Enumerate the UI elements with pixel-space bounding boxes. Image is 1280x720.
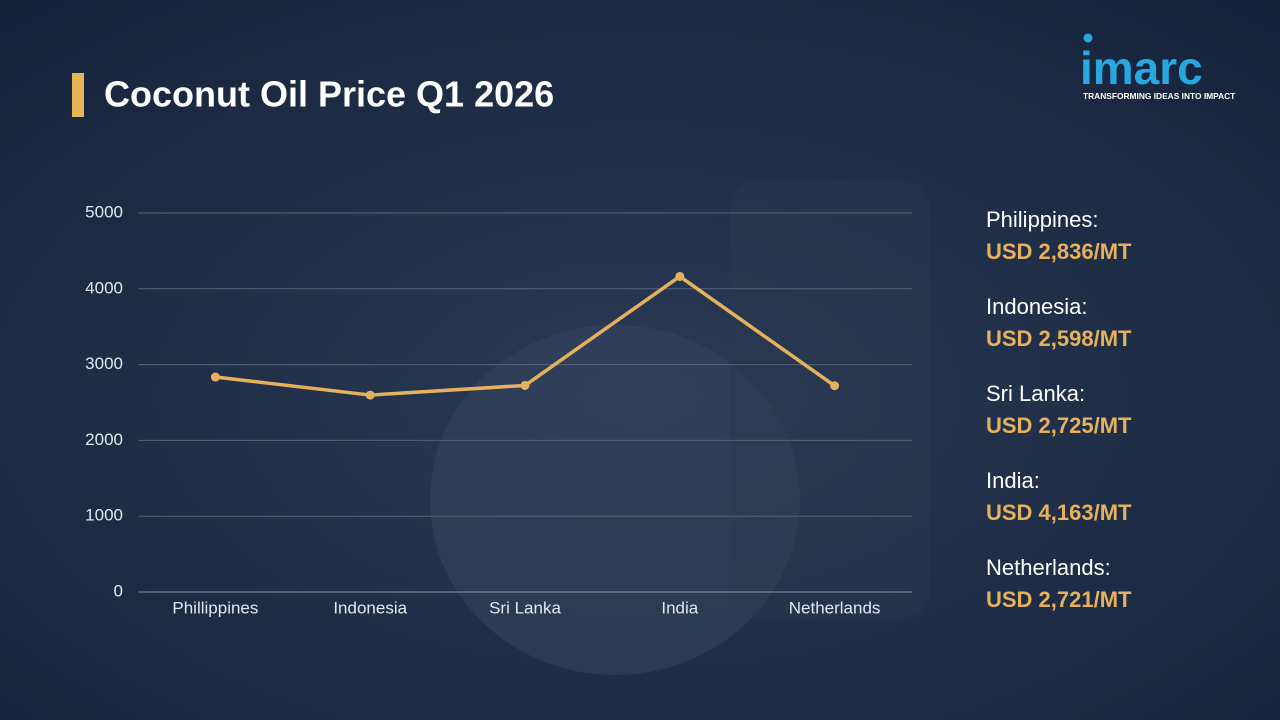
x-tick-label: India bbox=[661, 598, 698, 617]
price-value: USD 4,163/MT bbox=[986, 500, 1132, 525]
price-value: USD 2,836/MT bbox=[986, 239, 1132, 264]
background-shape bbox=[730, 180, 930, 620]
data-point bbox=[520, 380, 530, 390]
data-point bbox=[210, 372, 220, 382]
y-tick-label: 2000 bbox=[85, 430, 123, 449]
chart-title: Coconut Oil Price Q1 2026 bbox=[104, 74, 554, 115]
x-tick-label: Netherlands bbox=[789, 598, 881, 617]
price-value: USD 2,598/MT bbox=[986, 326, 1132, 351]
data-point bbox=[365, 390, 375, 400]
x-tick-label: Sri Lanka bbox=[489, 598, 561, 617]
background-shape bbox=[430, 325, 800, 675]
price-label: Sri Lanka: bbox=[986, 381, 1085, 406]
y-tick-label: 3000 bbox=[85, 354, 123, 373]
logo-name: imarc bbox=[1080, 42, 1203, 94]
y-tick-label: 4000 bbox=[85, 278, 123, 297]
price-label: India: bbox=[986, 468, 1040, 493]
title-accent bbox=[72, 73, 84, 117]
x-tick-label: Indonesia bbox=[333, 598, 407, 617]
price-label: Philippines: bbox=[986, 207, 1099, 232]
data-point bbox=[830, 381, 840, 391]
logo-dot bbox=[1083, 33, 1093, 43]
y-tick-label: 0 bbox=[114, 581, 123, 600]
y-tick-label: 1000 bbox=[85, 506, 123, 525]
x-tick-label: Phillippines bbox=[172, 598, 258, 617]
price-value: USD 2,725/MT bbox=[986, 413, 1132, 438]
price-label: Netherlands: bbox=[986, 555, 1111, 580]
y-tick-label: 5000 bbox=[85, 202, 123, 221]
price-value: USD 2,721/MT bbox=[986, 587, 1132, 612]
data-point bbox=[675, 271, 685, 281]
price-label: Indonesia: bbox=[986, 294, 1088, 319]
logo-tagline: TRANSFORMING IDEAS INTO IMPACT bbox=[1083, 91, 1236, 101]
